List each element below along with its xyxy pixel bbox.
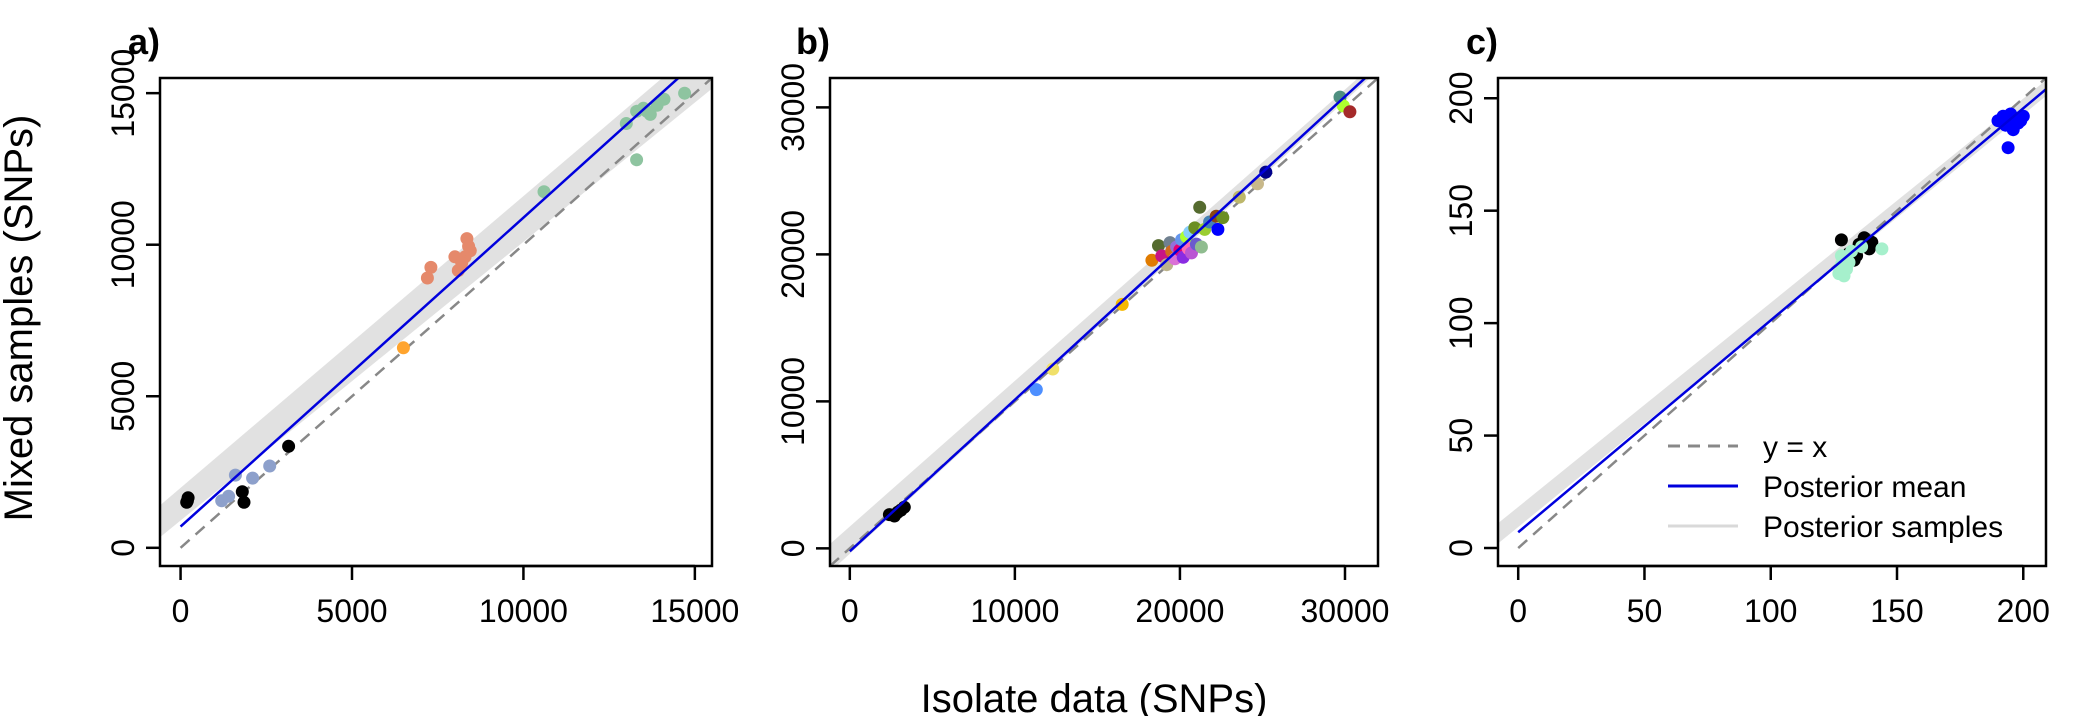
data-point xyxy=(1029,383,1043,397)
data-point xyxy=(228,468,242,482)
x-tick-label: 10000 xyxy=(479,593,568,629)
y-tick-label: 200 xyxy=(1443,72,1479,125)
x-tick-label: 50 xyxy=(1627,593,1663,629)
y-tick-label: 15000 xyxy=(105,49,141,138)
x-axis-label: Isolate data (SNPs) xyxy=(921,677,1268,716)
data-point xyxy=(1343,105,1357,119)
x-tick-label: 10000 xyxy=(970,593,1059,629)
data-point xyxy=(1145,253,1159,267)
panel-label: a) xyxy=(128,21,160,62)
data-point xyxy=(1232,190,1246,204)
plot-area xyxy=(160,78,712,549)
data-point xyxy=(180,495,194,509)
data-point xyxy=(1875,242,1889,256)
data-point xyxy=(246,471,260,485)
data-point xyxy=(1211,222,1225,236)
identity-line xyxy=(179,78,712,549)
data-point xyxy=(1046,362,1060,376)
data-point xyxy=(263,459,277,473)
y-tick-label: 10000 xyxy=(105,200,141,289)
y-tick-label: 0 xyxy=(775,540,811,558)
data-point xyxy=(2001,141,2015,155)
x-tick-label: 150 xyxy=(1870,593,1923,629)
data-point xyxy=(282,439,296,453)
data-point xyxy=(1152,239,1165,253)
y-tick-label: 0 xyxy=(1443,539,1479,557)
data-point xyxy=(1194,240,1208,254)
y-tick-label: 5000 xyxy=(105,361,141,432)
data-point xyxy=(1259,165,1273,179)
data-point xyxy=(463,244,477,258)
data-point xyxy=(420,271,434,285)
posterior-samples-band xyxy=(1498,80,2046,544)
y-tick-label: 20000 xyxy=(775,210,811,299)
legend-label: Posterior samples xyxy=(1763,511,2003,544)
posterior-mean-line xyxy=(848,78,1368,553)
data-point xyxy=(1837,269,1851,283)
y-tick-label: 100 xyxy=(1443,296,1479,349)
y-tick-label: 50 xyxy=(1443,418,1479,454)
data-point xyxy=(1834,233,1848,247)
data-point xyxy=(396,341,410,355)
data-point xyxy=(455,256,469,270)
x-tick-label: 15000 xyxy=(650,593,739,629)
x-tick-label: 0 xyxy=(841,593,859,629)
y-tick-label: 150 xyxy=(1443,184,1479,237)
data-point xyxy=(657,92,671,106)
x-tick-label: 5000 xyxy=(316,593,387,629)
panel-3: 0 50 100 150 200 0 50 100 150 200 c) xyxy=(1443,21,2050,629)
panel-label: b) xyxy=(796,21,830,62)
posterior-samples-band xyxy=(160,78,712,538)
y-tick-label: 10000 xyxy=(775,357,811,446)
legend-label: y = x xyxy=(1763,431,1827,464)
x-tick-label: 0 xyxy=(1509,593,1527,629)
plot-area xyxy=(830,78,1378,566)
data-point xyxy=(678,86,692,100)
legend-label: Posterior mean xyxy=(1763,471,1966,504)
identity-line xyxy=(1517,78,2046,549)
data-point xyxy=(222,489,236,503)
legend: y = x Posterior mean Posterior samples xyxy=(1668,431,2003,544)
data-point xyxy=(424,260,438,274)
data-point xyxy=(1115,297,1129,311)
plot-area xyxy=(1498,78,2046,549)
y-tick-label: 0 xyxy=(105,539,141,557)
panel-label: c) xyxy=(1466,21,1498,62)
data-point xyxy=(2011,116,2025,130)
y-axis-label: Mixed samples (SNPs) xyxy=(0,115,41,522)
y-tick-label: 30000 xyxy=(775,63,811,152)
posterior-mean-line xyxy=(179,78,681,528)
x-tick-label: 200 xyxy=(1997,593,2050,629)
data-point xyxy=(235,485,249,499)
data-point xyxy=(1855,240,1869,254)
x-tick-label: 20000 xyxy=(1135,593,1224,629)
data-point xyxy=(630,153,644,167)
data-point xyxy=(1193,200,1207,214)
data-point xyxy=(1216,211,1230,225)
posterior-mean-line xyxy=(1517,88,2046,534)
data-point xyxy=(237,495,251,509)
x-tick-label: 100 xyxy=(1744,593,1797,629)
x-tick-label: 0 xyxy=(172,593,190,629)
x-tick-label: 30000 xyxy=(1300,593,1389,629)
data-point xyxy=(1251,177,1264,191)
